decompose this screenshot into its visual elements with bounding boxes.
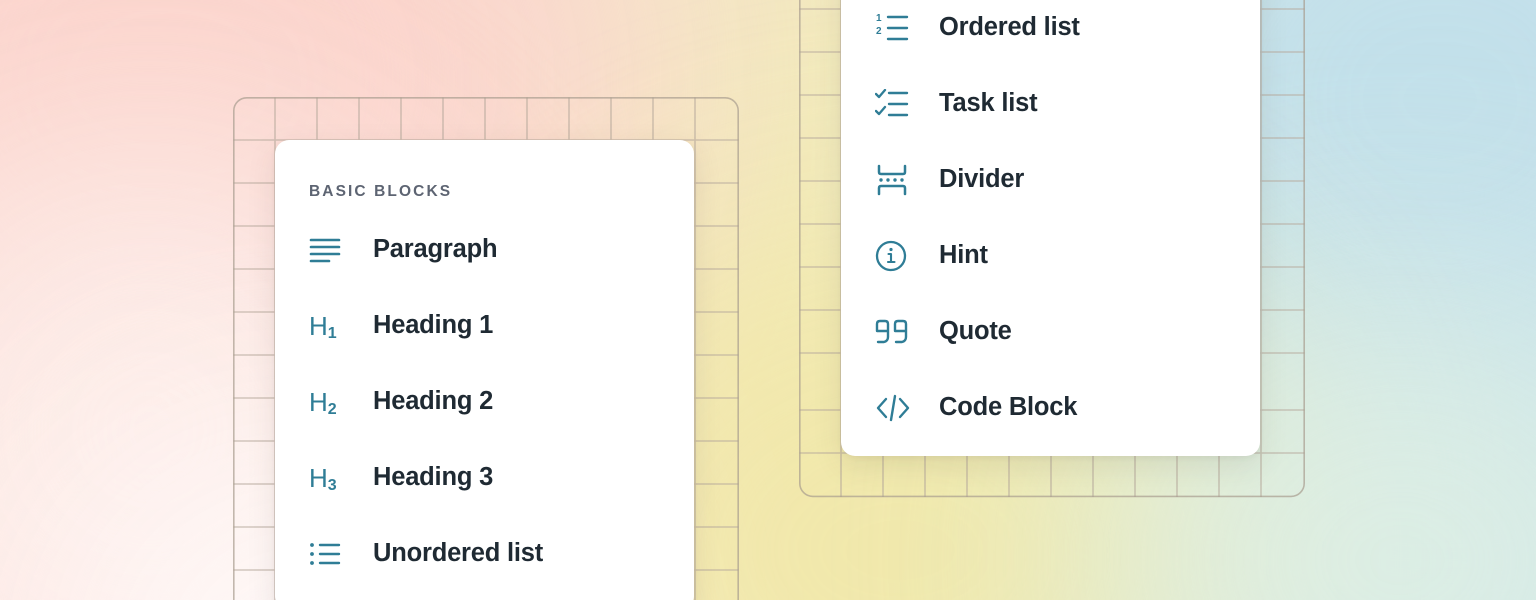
menu-item-label: Quote bbox=[939, 317, 1012, 346]
more-blocks-menu-list: 1 2 Ordered list bbox=[841, 0, 1260, 446]
menu-item-ordered-list[interactable]: 1 2 Ordered list bbox=[841, 0, 1260, 66]
menu-item-label: Hint bbox=[939, 241, 988, 270]
quote-icon bbox=[875, 315, 915, 349]
menu-item-paragraph[interactable]: Paragraph bbox=[275, 212, 694, 288]
more-blocks-menu-card: 1 2 Ordered list bbox=[841, 0, 1260, 456]
menu-item-label: Heading 3 bbox=[373, 462, 494, 491]
heading-3-icon: H3 bbox=[309, 462, 337, 494]
task-list-icon bbox=[875, 87, 915, 121]
svg-text:2: 2 bbox=[876, 26, 882, 37]
ordered-list-icon: 1 2 bbox=[875, 11, 915, 45]
menu-item-label: Task list bbox=[939, 89, 1038, 118]
menu-item-code-block[interactable]: Code Block bbox=[841, 370, 1260, 446]
code-block-icon bbox=[875, 391, 915, 425]
paragraph-icon bbox=[309, 233, 349, 267]
heading-2-icon: H2 bbox=[309, 386, 337, 418]
menu-item-hint[interactable]: Hint bbox=[841, 218, 1260, 294]
menu-item-task-list[interactable]: Task list bbox=[841, 66, 1260, 142]
menu-item-label: Heading 1 bbox=[373, 310, 494, 339]
menu-item-label: Code Block bbox=[939, 393, 1078, 422]
menu-item-unordered-list[interactable]: Unordered list bbox=[275, 516, 694, 592]
menu-item-label: Ordered list bbox=[939, 13, 1080, 42]
menu-item-quote[interactable]: Quote bbox=[841, 294, 1260, 370]
section-label-basic-blocks: BASIC BLOCKS bbox=[309, 183, 453, 200]
unordered-list-icon bbox=[309, 537, 349, 571]
heading-1-icon: H1 bbox=[309, 310, 337, 342]
menu-item-label: Heading 2 bbox=[373, 386, 494, 415]
divider-icon bbox=[875, 163, 915, 197]
hint-icon bbox=[875, 239, 915, 273]
menu-item-label: Paragraph bbox=[373, 234, 498, 263]
svg-text:1: 1 bbox=[876, 13, 882, 24]
menu-item-label: Unordered list bbox=[373, 538, 544, 567]
basic-blocks-menu-list: Paragraph H1 Heading 1 H2 Heading 2 H3 H… bbox=[275, 200, 694, 592]
menu-item-heading-1[interactable]: H1 Heading 1 bbox=[275, 288, 694, 364]
menu-item-heading-2[interactable]: H2 Heading 2 bbox=[275, 364, 694, 440]
basic-blocks-menu-card: BASIC BLOCKS Paragraph bbox=[275, 140, 694, 600]
menu-item-divider[interactable]: Divider bbox=[841, 142, 1260, 218]
menu-item-heading-3[interactable]: H3 Heading 3 bbox=[275, 440, 694, 516]
menu-item-label: Divider bbox=[939, 165, 1025, 194]
